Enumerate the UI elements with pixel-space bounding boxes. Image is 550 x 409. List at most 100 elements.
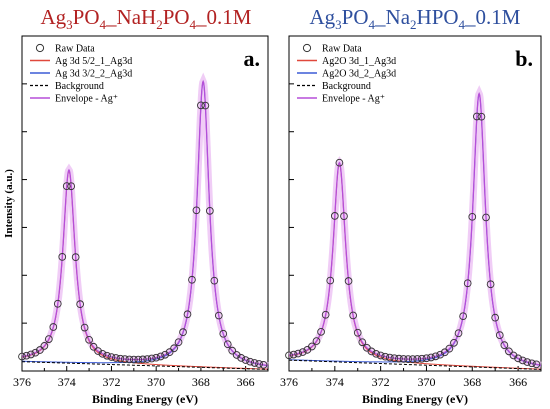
raw-data-point	[330, 212, 339, 220]
raw-data-point	[250, 359, 259, 367]
raw-data-point	[308, 342, 316, 351]
raw-data-point	[85, 335, 93, 344]
raw-data-point	[317, 327, 325, 336]
raw-data-point	[353, 328, 362, 337]
raw-data-point	[381, 352, 390, 361]
raw-data-point	[321, 310, 330, 319]
title-subscript: 2	[410, 17, 417, 32]
legend-label: Raw Data	[55, 44, 95, 55]
envelope-glow	[288, 85, 542, 369]
raw-data-point	[241, 356, 250, 364]
raw-data-point	[125, 355, 134, 364]
raw-data-point	[58, 253, 67, 261]
legend-label: Ag 3d 5/2_1_Ag3d	[55, 56, 132, 67]
raw-data-point	[523, 358, 532, 366]
legend-label: Background	[322, 81, 371, 92]
raw-data-point	[31, 348, 40, 357]
x-tick-label: 372	[372, 375, 390, 389]
raw-data-point	[76, 300, 85, 309]
raw-data-point	[62, 182, 71, 190]
raw-data-point	[192, 206, 201, 215]
raw-data-point	[427, 353, 435, 362]
plot-frame	[288, 35, 542, 372]
envelope-glow	[21, 72, 269, 369]
raw-data-point	[349, 311, 358, 320]
raw-data-point	[390, 354, 399, 363]
raw-data-point	[161, 350, 169, 359]
raw-data-point	[477, 112, 486, 121]
raw-data-point	[143, 355, 152, 363]
plot-frame	[21, 35, 269, 372]
y-axis-label: Intensity (a.u.)	[3, 169, 15, 238]
raw-data-point	[67, 182, 76, 191]
raw-data-point	[27, 350, 35, 359]
x-tick-label: 374	[326, 375, 344, 389]
raw-data-point	[294, 349, 303, 358]
raw-data-point	[473, 112, 481, 121]
legend-label: Ag 3d 3/2_2_Ag3d	[55, 69, 132, 80]
raw-data-point	[201, 101, 210, 110]
raw-data-point	[174, 338, 183, 347]
raw-data-point	[49, 323, 58, 331]
title-segment: PO	[163, 5, 190, 29]
raw-data-point	[116, 354, 125, 363]
envelope-line	[288, 92, 542, 366]
raw-data-point	[210, 276, 219, 285]
x-tick-label: 370	[417, 375, 435, 389]
raw-data-point	[147, 354, 156, 363]
raw-data-point	[500, 341, 509, 349]
raw-data-point	[358, 338, 367, 347]
x-tick-label: 366	[237, 375, 255, 389]
chart-title: Ag3PO4_Na2HPO4_0.1M	[310, 5, 521, 32]
title-segment: Ag	[310, 5, 336, 29]
legend-label: Ag2O 3d_2_Ag3d	[322, 69, 396, 80]
raw-data-point	[376, 351, 385, 360]
legend-marker	[35, 43, 45, 53]
component-peak-2	[21, 80, 269, 367]
raw-data-point	[395, 354, 403, 363]
raw-data-point	[408, 355, 417, 363]
raw-data-point	[53, 299, 62, 308]
title-segment: PO	[73, 5, 100, 29]
raw-data-point	[459, 312, 467, 321]
raw-data-point	[188, 275, 196, 284]
title-subscript: 4	[190, 17, 197, 32]
raw-data-point	[170, 344, 178, 353]
raw-data-point	[138, 355, 147, 364]
legend-label: Envelope - Ag⁺	[322, 94, 385, 105]
raw-data-point	[482, 213, 490, 222]
raw-data-point	[228, 346, 237, 355]
raw-data-point	[103, 351, 111, 360]
raw-data-point	[36, 346, 44, 354]
raw-data-point	[514, 354, 522, 363]
raw-data-point	[491, 313, 500, 322]
title-subscript: 3	[66, 17, 73, 32]
raw-data-point	[152, 353, 161, 362]
raw-data-point	[223, 340, 232, 349]
title-segment: _Na	[374, 5, 411, 29]
raw-data-point	[89, 342, 98, 351]
raw-data-point	[326, 276, 335, 285]
raw-data-point	[399, 355, 408, 363]
raw-data-point	[418, 354, 426, 363]
raw-data-point	[80, 323, 89, 332]
legend-label: Raw Data	[322, 44, 362, 55]
title-segment: HPO	[417, 5, 459, 29]
raw-data-point	[259, 360, 268, 369]
raw-data-point	[197, 101, 205, 110]
raw-data-point	[385, 353, 394, 362]
raw-data-point	[219, 329, 228, 338]
background-line	[288, 359, 542, 370]
raw-data-point	[121, 355, 129, 363]
raw-data-point	[445, 344, 454, 353]
raw-data-point	[340, 212, 348, 220]
x-tick-label: 368	[463, 375, 481, 389]
raw-data-point	[206, 207, 214, 215]
raw-data-point	[22, 351, 31, 360]
raw-data-point	[183, 310, 192, 319]
envelope-line	[21, 79, 269, 367]
raw-data-point	[40, 342, 49, 350]
title-segment: _0.1M	[195, 5, 252, 29]
